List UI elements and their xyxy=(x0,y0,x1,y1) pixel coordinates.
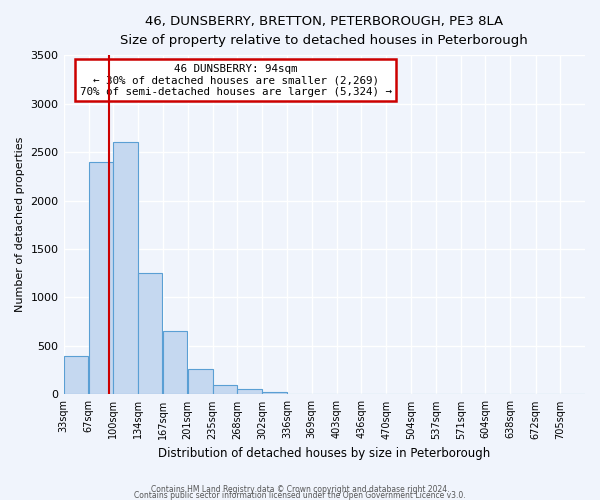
Bar xyxy=(64,356,88,395)
Bar xyxy=(113,142,138,394)
Bar xyxy=(262,392,287,394)
Text: Contains public sector information licensed under the Open Government Licence v3: Contains public sector information licen… xyxy=(134,490,466,500)
Bar xyxy=(213,384,237,394)
Bar xyxy=(163,332,187,394)
Text: 46 DUNSBERRY: 94sqm
← 30% of detached houses are smaller (2,269)
70% of semi-det: 46 DUNSBERRY: 94sqm ← 30% of detached ho… xyxy=(80,64,392,97)
Text: Contains HM Land Registry data © Crown copyright and database right 2024.: Contains HM Land Registry data © Crown c… xyxy=(151,484,449,494)
X-axis label: Distribution of detached houses by size in Peterborough: Distribution of detached houses by size … xyxy=(158,447,490,460)
Title: 46, DUNSBERRY, BRETTON, PETERBOROUGH, PE3 8LA
Size of property relative to detac: 46, DUNSBERRY, BRETTON, PETERBOROUGH, PE… xyxy=(121,15,528,47)
Bar xyxy=(89,162,113,394)
Bar xyxy=(139,273,163,394)
Bar xyxy=(188,369,212,394)
Bar xyxy=(237,389,262,394)
Y-axis label: Number of detached properties: Number of detached properties xyxy=(15,137,25,312)
